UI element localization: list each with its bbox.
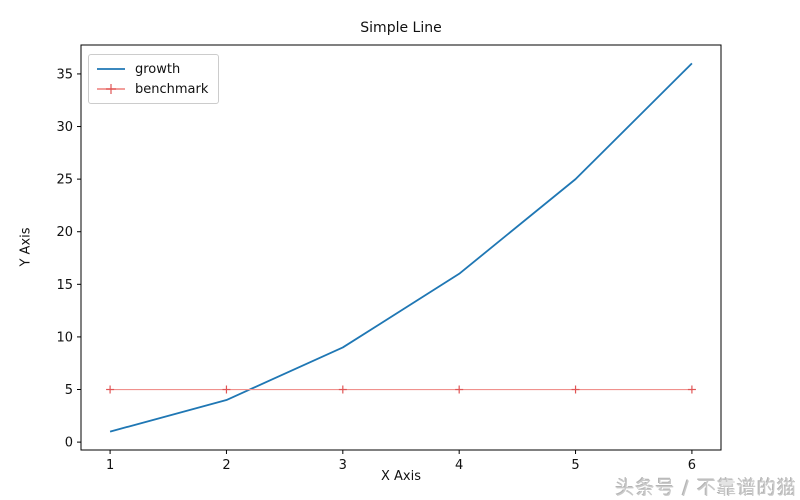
legend-item-benchmark: benchmark (96, 79, 208, 99)
legend-label: benchmark (135, 81, 209, 97)
x-tick-label: 6 (688, 458, 696, 473)
watermark-text: 头条号 / 不靠谱的猫 (615, 477, 797, 499)
legend-label: growth (135, 61, 181, 77)
legend-sample-benchmark (97, 84, 125, 94)
chart-title: Simple Line (360, 20, 442, 36)
y-tick-label: 35 (56, 67, 73, 82)
x-tick-label: 5 (571, 458, 579, 473)
series-markers-benchmark (106, 385, 696, 394)
series-line-growth (109, 62, 693, 433)
y-axis-label: Y Axis (18, 227, 34, 267)
x-tick-label: 3 (339, 458, 347, 473)
y-tick-label: 10 (56, 330, 73, 345)
y-tick-label: 5 (65, 383, 73, 398)
x-tick-label: 4 (455, 458, 463, 473)
x-tick-label: 1 (106, 458, 114, 473)
legend-sample-growth (97, 68, 125, 70)
axis-ticks: 1 2 3 4 5 6 0 5 10 15 20 25 30 35 (56, 67, 696, 473)
axes-frame (80, 44, 722, 451)
y-tick-label: 25 (56, 173, 73, 188)
x-tick-label: 2 (222, 458, 230, 473)
y-tick-label: 15 (56, 278, 73, 293)
legend: growth benchmark (88, 54, 220, 104)
y-tick-label: 20 (56, 225, 73, 240)
x-axis-label: X Axis (380, 469, 421, 484)
legend-item-growth: growth (96, 59, 208, 79)
y-tick-label: 30 (56, 120, 73, 135)
y-tick-label: 0 (65, 436, 73, 451)
